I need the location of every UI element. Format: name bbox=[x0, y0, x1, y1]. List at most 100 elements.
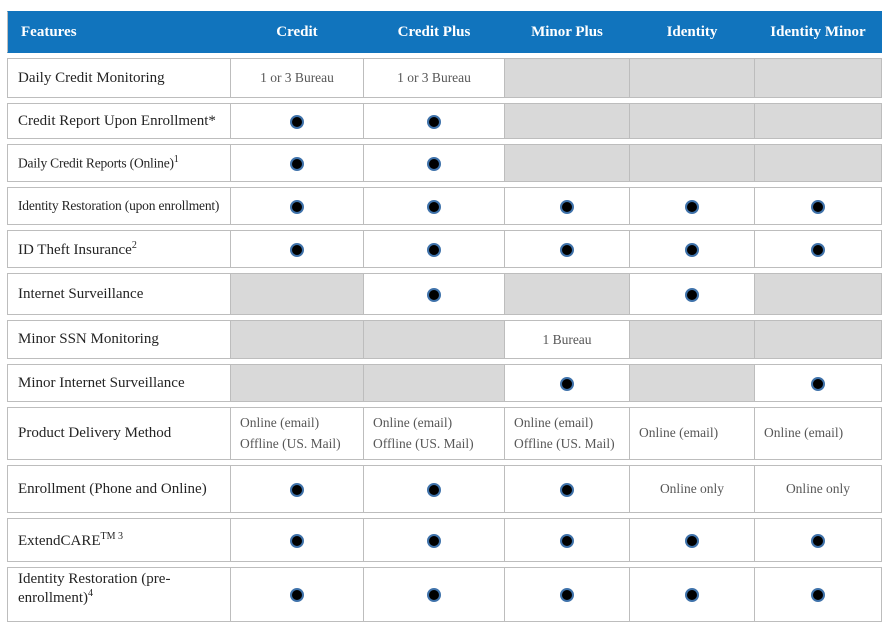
column-header-identity: Identity bbox=[630, 11, 755, 53]
value-cell: Online only bbox=[630, 465, 755, 513]
value-text-line: Online (email) bbox=[240, 414, 320, 430]
column-header-identity-minor: Identity Minor bbox=[755, 11, 882, 53]
included-dot-icon bbox=[685, 199, 699, 214]
not-included-cell bbox=[364, 320, 505, 359]
included-dot-icon bbox=[290, 242, 304, 257]
included-dot-icon bbox=[560, 376, 574, 391]
included-cell bbox=[231, 230, 364, 268]
included-cell bbox=[231, 465, 364, 513]
column-header-credit: Credit bbox=[231, 11, 364, 53]
table-row-extendcare: ExtendCARETM 3 bbox=[7, 518, 882, 562]
feature-label: Identity Restoration (pre-enrollment)4 bbox=[7, 567, 231, 622]
included-dot-icon bbox=[290, 156, 304, 171]
included-dot-icon bbox=[811, 376, 825, 391]
not-included-cell bbox=[505, 103, 630, 139]
included-dot-icon bbox=[427, 482, 441, 497]
not-included-cell bbox=[231, 273, 364, 315]
included-dot-icon bbox=[427, 114, 441, 129]
included-cell bbox=[364, 567, 505, 622]
included-dot-icon bbox=[290, 533, 304, 548]
table-row-minor-ssn-monitoring: Minor SSN Monitoring 1 Bureau bbox=[7, 320, 882, 359]
included-cell bbox=[505, 187, 630, 225]
feature-superscript: TM 3 bbox=[100, 530, 124, 542]
table-row-internet-surveillance: Internet Surveillance bbox=[7, 273, 882, 315]
column-header-minor-plus: Minor Plus bbox=[505, 11, 630, 53]
table-row-daily-credit-monitoring: Daily Credit Monitoring 1 or 3 Bureau 1 or… bbox=[7, 58, 882, 98]
table-row-minor-internet-surveillance: Minor Internet Surveillance bbox=[7, 364, 882, 402]
included-dot-icon bbox=[427, 533, 441, 548]
included-dot-icon bbox=[685, 242, 699, 257]
included-cell bbox=[231, 518, 364, 562]
included-dot-icon bbox=[427, 588, 441, 603]
table-row-id-theft-insurance: ID Theft Insurance2 bbox=[7, 230, 882, 268]
feature-superscript: 4 bbox=[87, 588, 93, 599]
included-cell bbox=[630, 187, 755, 225]
included-cell bbox=[364, 273, 505, 315]
feature-label-text: ExtendCARE bbox=[18, 532, 101, 549]
value-cell: Online (email) Offline (US. Mail) bbox=[505, 407, 630, 460]
included-cell bbox=[231, 144, 364, 182]
included-cell bbox=[231, 187, 364, 225]
not-included-cell bbox=[364, 364, 505, 402]
included-dot-icon bbox=[290, 482, 304, 497]
included-cell bbox=[755, 567, 882, 622]
not-included-cell bbox=[755, 103, 882, 139]
value-cell: Online (email) Offline (US. Mail) bbox=[231, 407, 364, 460]
not-included-cell bbox=[755, 58, 882, 98]
included-cell bbox=[364, 230, 505, 268]
included-cell bbox=[755, 230, 882, 268]
included-cell bbox=[505, 230, 630, 268]
included-cell bbox=[231, 567, 364, 622]
value-text-line: Offline (US. Mail) bbox=[240, 435, 341, 451]
column-header-credit-plus: Credit Plus bbox=[364, 11, 505, 53]
table-row-identity-restoration-pre-enrollment: Identity Restoration (pre-enrollment)4 bbox=[7, 567, 882, 622]
value-cell: Online (email) bbox=[755, 407, 882, 460]
included-dot-icon bbox=[560, 533, 574, 548]
feature-label-text: Enrollment (Phone and Online) bbox=[18, 480, 207, 497]
value-text-line: Offline (US. Mail) bbox=[373, 435, 474, 451]
feature-label: Daily Credit Reports (Online)1 bbox=[7, 144, 231, 182]
included-dot-icon bbox=[427, 156, 441, 171]
feature-label: Enrollment (Phone and Online) bbox=[7, 465, 231, 513]
value-text: 1 or 3 Bureau bbox=[397, 70, 471, 85]
value-cell: Online (email) bbox=[630, 407, 755, 460]
included-cell bbox=[231, 103, 364, 139]
feature-label: Credit Report Upon Enrollment* bbox=[7, 103, 231, 139]
included-cell bbox=[505, 364, 630, 402]
feature-label-text: Internet Surveillance bbox=[18, 285, 144, 302]
feature-label: ID Theft Insurance2 bbox=[7, 230, 231, 268]
included-cell bbox=[755, 518, 882, 562]
feature-label-text: Minor Internet Surveillance bbox=[18, 374, 185, 391]
feature-label-text: ID Theft Insurance bbox=[18, 241, 132, 258]
not-included-cell bbox=[630, 58, 755, 98]
feature-label: Minor SSN Monitoring bbox=[7, 320, 231, 359]
value-text: 1 or 3 Bureau bbox=[260, 70, 334, 85]
included-cell bbox=[364, 103, 505, 139]
feature-label: Internet Surveillance bbox=[7, 273, 231, 315]
feature-label-text: Credit Report Upon Enrollment* bbox=[18, 112, 216, 129]
not-included-cell bbox=[505, 273, 630, 315]
included-cell bbox=[630, 230, 755, 268]
included-dot-icon bbox=[427, 287, 441, 302]
included-cell bbox=[364, 518, 505, 562]
included-cell bbox=[364, 144, 505, 182]
included-dot-icon bbox=[685, 533, 699, 548]
included-dot-icon bbox=[290, 199, 304, 214]
plan-comparison-table: Features Credit Credit Plus Minor Plus Ident… bbox=[7, 6, 882, 627]
included-dot-icon bbox=[811, 588, 825, 603]
value-cell: Online (email) Offline (US. Mail) bbox=[364, 407, 505, 460]
included-dot-icon bbox=[560, 242, 574, 257]
table-header-row: Features Credit Credit Plus Minor Plus Ident… bbox=[7, 11, 882, 53]
value-text-line: Online (email) bbox=[639, 425, 719, 441]
table-row-product-delivery-method: Product Delivery Method Online (email) Off… bbox=[7, 407, 882, 460]
feature-label: Daily Credit Monitoring bbox=[7, 58, 231, 98]
value-text: 1 Bureau bbox=[542, 331, 592, 347]
included-cell bbox=[630, 567, 755, 622]
not-included-cell bbox=[755, 320, 882, 359]
not-included-cell bbox=[505, 58, 630, 98]
table-row-daily-credit-reports-online: Daily Credit Reports (Online)1 bbox=[7, 144, 882, 182]
included-cell bbox=[755, 364, 882, 402]
value-cell: Online only bbox=[755, 465, 882, 513]
included-dot-icon bbox=[811, 242, 825, 257]
value-text-line: Online (email) bbox=[514, 414, 594, 430]
